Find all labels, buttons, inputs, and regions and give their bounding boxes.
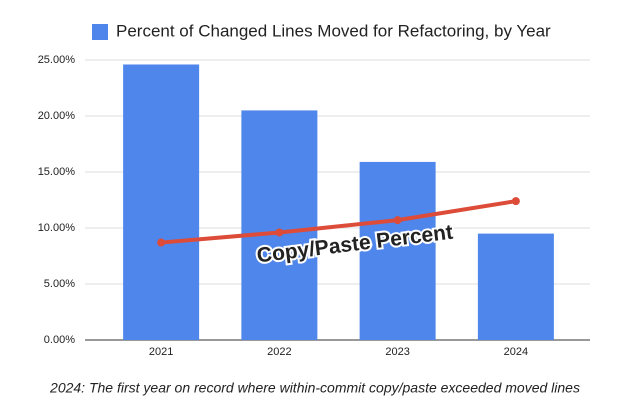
line <box>160 199 517 245</box>
line-point <box>511 197 520 206</box>
line-point <box>157 238 166 247</box>
bar <box>241 110 318 341</box>
y-tick-label: 20.00% <box>38 110 76 122</box>
bar <box>359 161 436 340</box>
x-tick-label: 2021 <box>149 346 173 358</box>
bar <box>123 64 200 340</box>
line-point <box>275 228 284 237</box>
legend-label: Percent of Changed Lines Moved for Refac… <box>116 21 551 40</box>
y-tick-label: 5.00% <box>44 278 75 290</box>
line-point <box>393 216 402 225</box>
y-tick-label: 0.00% <box>44 334 75 346</box>
x-tick-label: 2023 <box>385 346 409 358</box>
x-tick-label: 2024 <box>504 346 528 358</box>
caption: 2024: The first year on record where wit… <box>49 380 580 396</box>
bar <box>477 233 554 340</box>
y-tick-label: 25.00% <box>38 54 76 66</box>
y-tick-label: 10.00% <box>38 222 76 234</box>
x-tick-label: 2022 <box>267 346 291 358</box>
legend-swatch <box>92 24 108 40</box>
y-tick-label: 15.00% <box>38 166 76 178</box>
